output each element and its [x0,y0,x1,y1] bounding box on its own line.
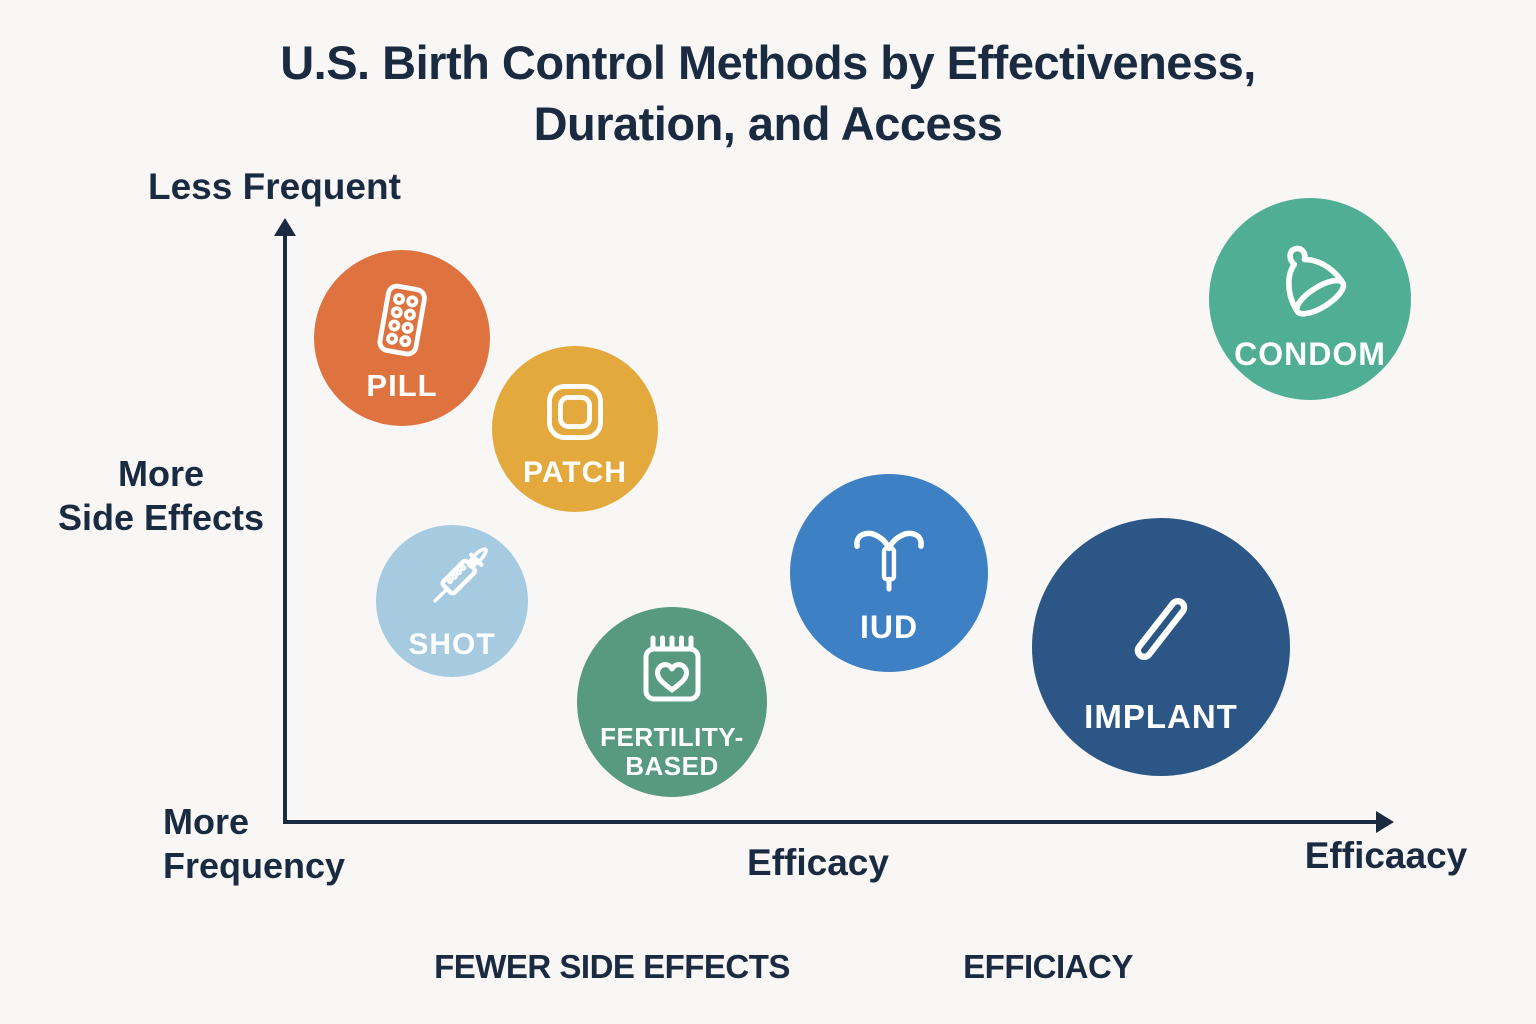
bubble-implant: IMPLANT [1032,518,1290,776]
footer-fewer-side-effects: FEWER SIDE EFFECTS [434,948,790,985]
bubble-fertility-based: FERTILITY- BASED [577,607,767,797]
iud-icon [834,500,944,610]
bubble-condom: CONDOM [1209,198,1411,400]
x-axis-end-label: Efficaacy [1304,835,1468,876]
syringe-icon [408,540,496,628]
y-axis-line [283,233,287,824]
y-axis-mid-label-line1: More [117,453,204,494]
y-axis-mid-label-line2: Side Effects [57,497,265,538]
footer-efficiacy: EFFICIACY [963,948,1133,985]
bubble-label-iud: IUD [859,609,919,646]
bubble-label-condom: CONDOM [1234,336,1386,373]
patch-icon [531,368,619,456]
bubble-label-fertility-line1: FERTILITY- [600,721,744,752]
y-axis-top-label: Less Frequent [148,166,401,207]
x-axis-arrowhead-icon [1376,811,1394,833]
chart-title: U.S. Birth Control Methods by Effectiven… [0,32,1536,154]
bubble-iud: IUD [790,474,988,672]
implant-rod-icon [1091,559,1231,699]
x-axis-mid-label: Efficacy [747,842,889,883]
bubble-shot: SHOT [376,525,528,677]
y-axis-bottom-label-line2: Frequency [163,845,346,886]
chart-title-line2: Duration, and Access [533,97,1003,150]
y-axis-mid-label: More Side Effects [38,452,284,540]
bubble-patch: PATCH [492,346,658,512]
bubble-label-patch: PATCH [523,456,627,490]
bubble-label-shot: SHOT [408,628,496,662]
chart-title-line1: U.S. Birth Control Methods by Effectiven… [280,36,1256,89]
y-axis-bottom-label-line1: More [163,801,250,842]
y-axis-arrowhead-icon [274,218,296,236]
condom-icon [1254,225,1366,337]
pill-blister-icon [354,273,450,369]
bubble-label-fertility-line2: BASED [625,751,719,781]
y-axis-bottom-label: More Frequency [163,800,345,888]
bubble-label-pill: PILL [366,367,438,403]
x-axis-line [285,820,1378,824]
bubble-label-implant: IMPLANT [1084,697,1238,735]
bubble-pill: PILL [314,250,490,426]
calendar-heart-icon [622,623,722,723]
